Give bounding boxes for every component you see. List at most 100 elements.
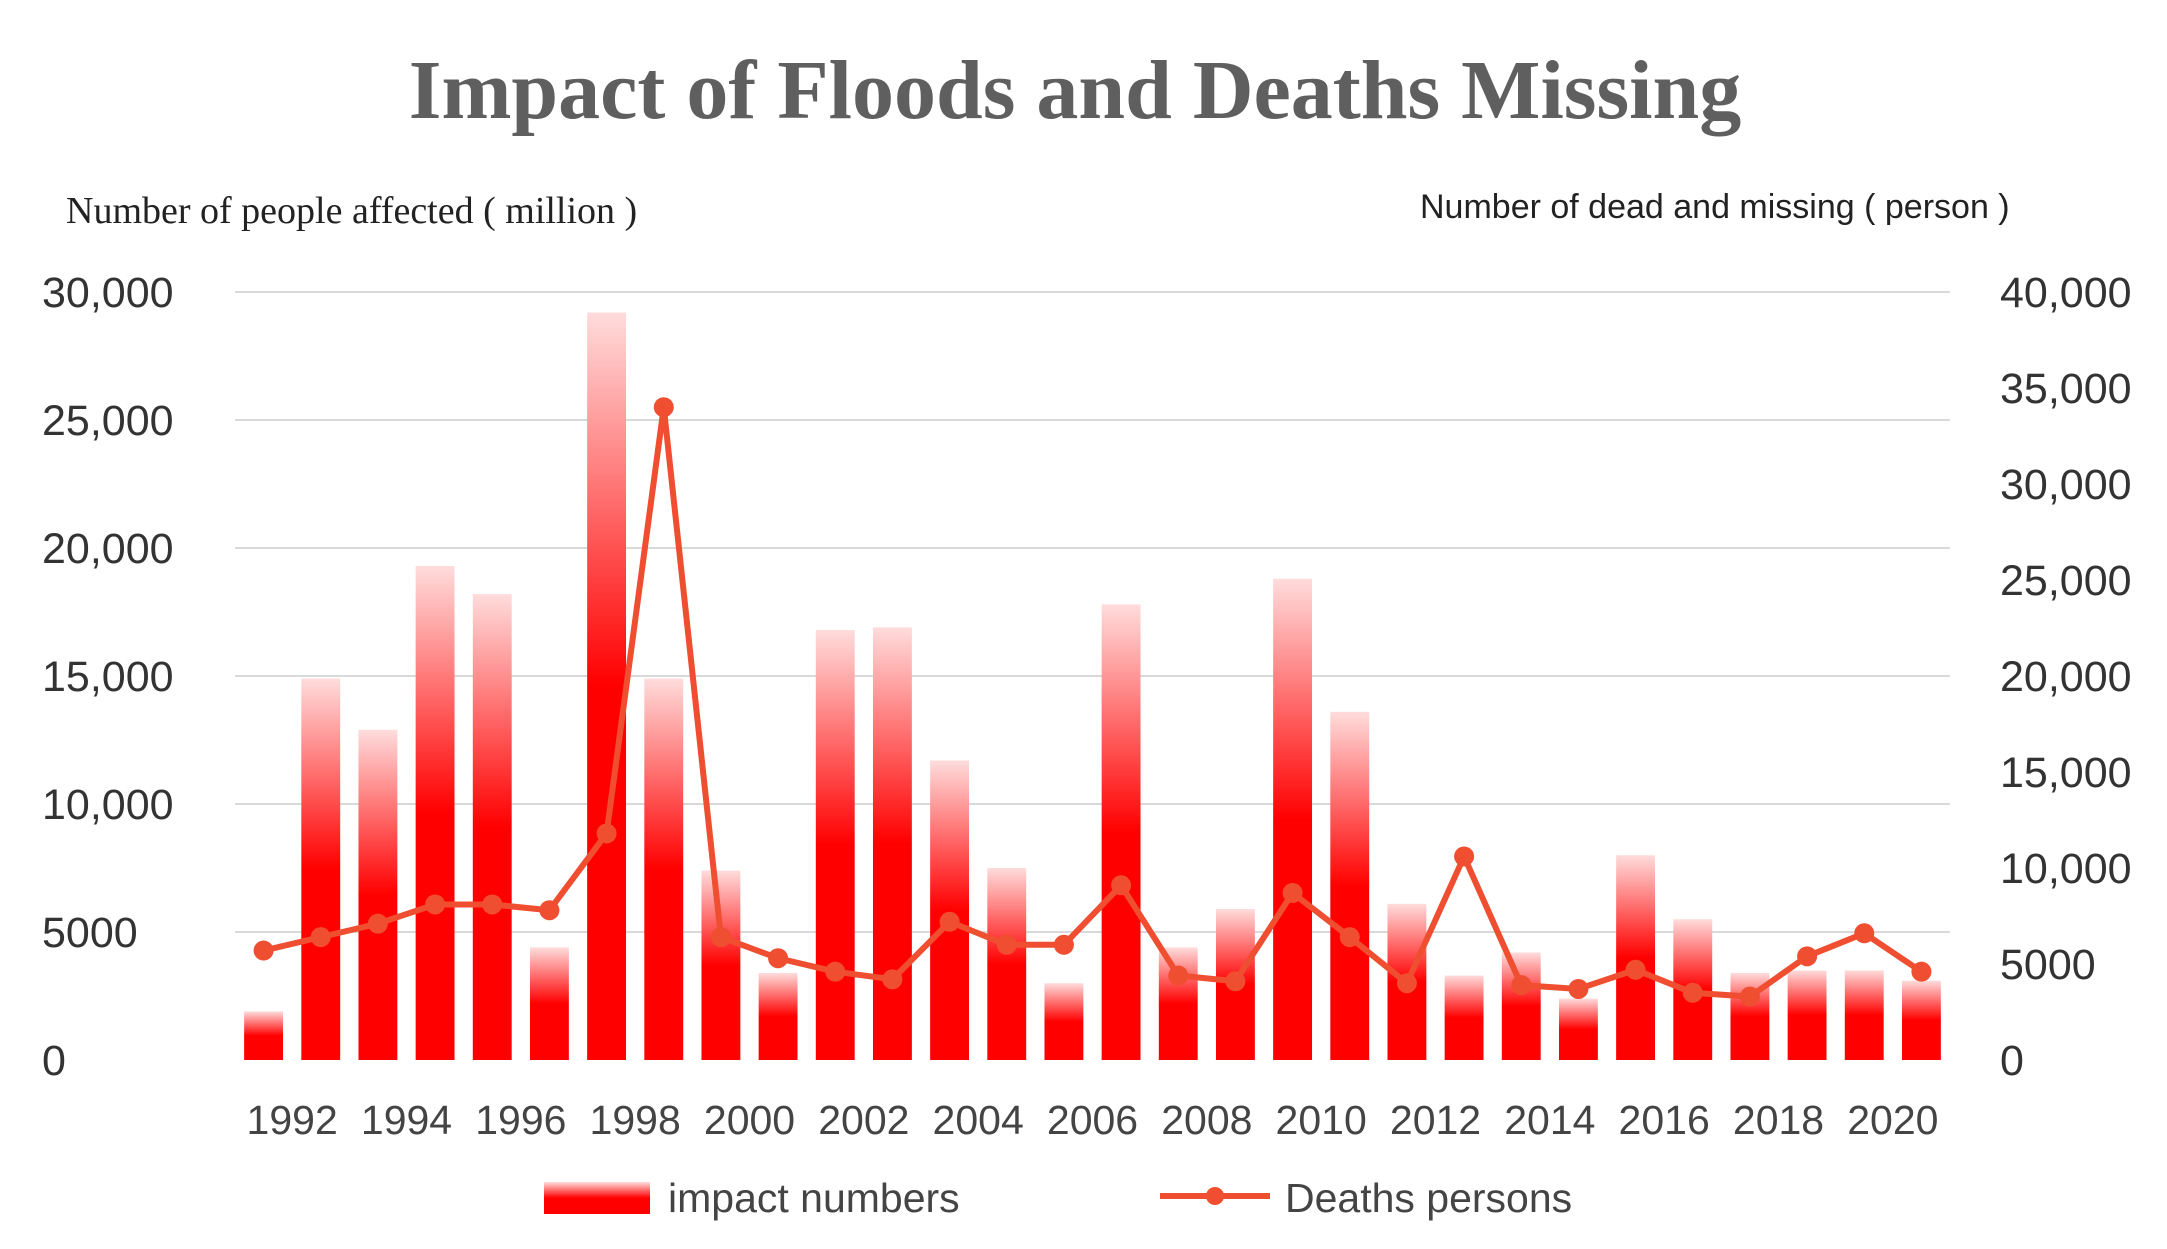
line-point — [1396, 973, 1417, 994]
line-point — [710, 927, 731, 948]
bar — [1330, 711, 1370, 1060]
x-tick-label: 2018 — [1733, 1097, 1824, 1143]
bar — [815, 629, 855, 1060]
legend-line-label: Deaths persons — [1285, 1175, 1572, 1221]
x-tick-label: 2020 — [1847, 1097, 1938, 1143]
bar — [587, 312, 627, 1061]
x-tick-label: 2008 — [1161, 1097, 1252, 1143]
right-tick-label: 0 — [2000, 1037, 2024, 1085]
line-point — [1911, 961, 1932, 982]
bar — [1273, 578, 1313, 1060]
right-tick-label: 20,000 — [2000, 653, 2132, 701]
line-point — [596, 823, 617, 844]
line-point — [1854, 923, 1875, 944]
left-tick-label: 10,000 — [42, 781, 174, 829]
left-axis-label: Number of people affected ( million ) — [66, 190, 637, 232]
bar — [701, 870, 741, 1060]
line-point — [1053, 934, 1074, 955]
bar — [1616, 855, 1656, 1060]
bar — [472, 594, 512, 1060]
bar — [758, 972, 798, 1060]
line-point — [882, 969, 903, 990]
x-tick-label: 1994 — [361, 1097, 452, 1143]
legend-line-marker — [1206, 1187, 1224, 1205]
bar — [930, 760, 970, 1060]
x-tick-label: 2004 — [933, 1097, 1024, 1143]
x-tick-label: 1998 — [590, 1097, 681, 1143]
x-tick-label: 2012 — [1390, 1097, 1481, 1143]
right-axis-label: Number of dead and missing ( person ) — [1420, 188, 2010, 226]
x-tick-label: 1996 — [475, 1097, 566, 1143]
x-tick-label: 2000 — [704, 1097, 795, 1143]
bar — [987, 868, 1027, 1060]
left-axis-ticks: 0 5000 10,000 15,000 20,000 25,000 30,000 — [42, 269, 174, 1085]
line-point — [768, 948, 789, 969]
bar — [644, 678, 684, 1060]
bar — [529, 947, 569, 1060]
right-tick-label: 30,000 — [2000, 461, 2132, 509]
left-tick-label: 25,000 — [42, 397, 174, 445]
left-tick-label: 30,000 — [42, 269, 174, 317]
left-tick-label: 20,000 — [42, 525, 174, 573]
right-axis-ticks: 0 5000 10,000 15,000 20,000 25,000 30,000 35,00… — [2000, 269, 2132, 1085]
line-point — [1511, 975, 1532, 996]
line-point — [1568, 978, 1589, 999]
right-tick-label: 10,000 — [2000, 845, 2132, 893]
bar — [358, 729, 398, 1060]
bar — [1501, 952, 1541, 1060]
x-tick-label: 2010 — [1276, 1097, 1367, 1143]
bar — [415, 565, 455, 1060]
bar — [1101, 604, 1141, 1060]
deaths-line — [262, 404, 1924, 1000]
line-point — [996, 934, 1017, 955]
line-point — [1682, 982, 1703, 1003]
bar — [872, 627, 912, 1060]
right-tick-label: 5000 — [2000, 941, 2096, 989]
right-tick-label: 15,000 — [2000, 749, 2132, 797]
bar — [1558, 998, 1598, 1060]
line-series — [253, 397, 1932, 1007]
line-point — [539, 900, 560, 921]
bar — [1901, 980, 1941, 1060]
line-point — [825, 961, 846, 982]
chart-title: Impact of Floods and Deaths Missing — [409, 44, 1741, 137]
bar — [1787, 970, 1827, 1060]
right-tick-label: 40,000 — [2000, 269, 2132, 317]
line-point — [1225, 971, 1246, 992]
line-point — [1797, 946, 1818, 967]
legend-bar-swatch — [544, 1182, 650, 1214]
left-tick-label: 15,000 — [42, 653, 174, 701]
line-point — [1168, 965, 1189, 986]
gridlines — [235, 291, 1950, 933]
bar — [1844, 970, 1884, 1060]
right-tick-label: 25,000 — [2000, 557, 2132, 605]
line-point — [653, 397, 674, 418]
bar — [1158, 947, 1198, 1060]
line-point — [425, 894, 446, 915]
line-point — [939, 911, 960, 932]
bar — [301, 678, 341, 1060]
line-point — [367, 913, 388, 934]
legend: impact numbers Deaths persons — [544, 1175, 1572, 1221]
line-point — [1739, 986, 1760, 1007]
bar — [1444, 975, 1484, 1060]
bar — [1044, 983, 1084, 1060]
line-point — [1454, 846, 1475, 867]
x-tick-label: 2016 — [1619, 1097, 1710, 1143]
line-point — [1339, 927, 1360, 948]
line-point — [1111, 875, 1132, 896]
x-axis-ticks: 1992 1994 1996 1998 2000 2002 2004 2006 2008 2010… — [247, 1097, 1939, 1143]
line-point — [1625, 959, 1646, 980]
line-point — [1282, 882, 1303, 903]
x-tick-label: 2002 — [818, 1097, 909, 1143]
line-point — [253, 940, 274, 961]
x-tick-label: 2006 — [1047, 1097, 1138, 1143]
right-tick-label: 35,000 — [2000, 365, 2132, 413]
x-tick-label: 2014 — [1504, 1097, 1595, 1143]
bar — [244, 1011, 284, 1060]
legend-bar-label: impact numbers — [668, 1175, 960, 1221]
left-tick-label: 0 — [42, 1037, 66, 1085]
left-tick-label: 5000 — [42, 909, 138, 957]
bar-series — [244, 312, 1941, 1061]
